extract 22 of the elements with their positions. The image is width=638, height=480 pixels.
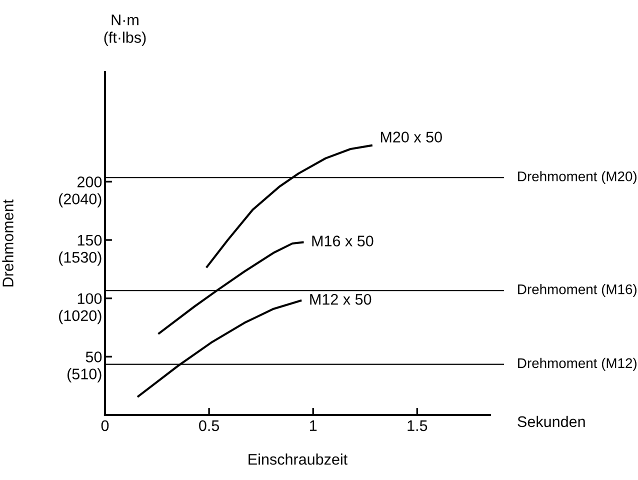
x-tick-label: 0: [101, 420, 109, 432]
y-tick-label: 100: [78, 293, 102, 304]
y2-tick-label: (2040): [59, 193, 102, 208]
text: N·m (ft·lbs): [104, 14, 146, 46]
y2-tick-label: (1530): [59, 252, 102, 266]
y-tick-label: 50: [86, 352, 102, 362]
x-tick-label: 1.5: [408, 420, 428, 432]
ref-line-label: Drehmoment (M12): [518, 358, 636, 371]
series-label: M12 x 50: [310, 294, 372, 305]
series-label: M16 x 50: [312, 236, 374, 246]
y-tick-label: 150: [78, 234, 102, 246]
ref-line-label: Drehmoment (M16): [518, 284, 636, 297]
y-tick-label: 200: [78, 176, 102, 188]
y2-axis-title: Drehmoment: [2, 199, 14, 286]
x-tick-label: 1: [310, 420, 317, 431]
ref-line-label: Drehmoment (M20): [518, 171, 636, 184]
y2-tick-label: (1020): [59, 310, 102, 324]
text: Sekunden: [518, 416, 585, 428]
x-tick-label: 0.5: [199, 420, 220, 432]
x-axis-title: Einschraubzeit: [248, 454, 348, 465]
y2-tick-label: (510): [68, 368, 102, 382]
series-label: M20 x 50: [380, 132, 442, 142]
